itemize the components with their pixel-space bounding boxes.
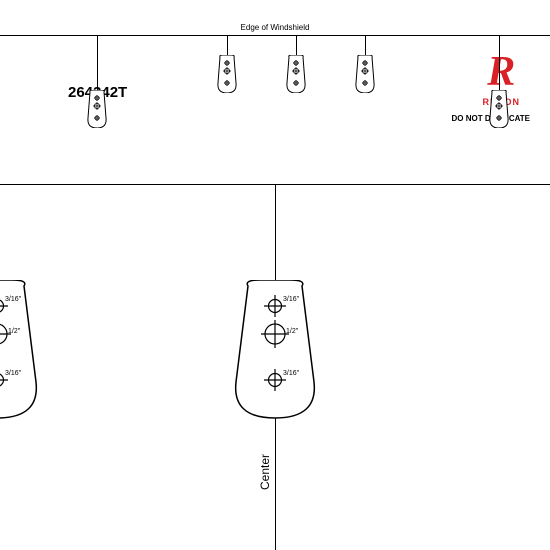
small-pod-5 bbox=[488, 90, 510, 128]
hole-dim-mid: 1/2" bbox=[286, 328, 298, 335]
pod-connector-2 bbox=[227, 35, 228, 57]
hole-dim-bot-l: 3/16" bbox=[5, 370, 21, 377]
detail-pod-center: 3/16" 1/2" 3/16" bbox=[228, 280, 322, 425]
pod-connector-3 bbox=[296, 35, 297, 57]
center-line-dashed bbox=[275, 430, 276, 550]
hole-dim-mid-l: 1/2" bbox=[8, 328, 20, 335]
hole-dim-bot: 3/16" bbox=[283, 370, 299, 377]
logo-initial: R bbox=[482, 54, 520, 92]
pod-connector-1 bbox=[97, 35, 98, 91]
small-pod-4 bbox=[354, 55, 376, 93]
small-pod-1 bbox=[86, 90, 108, 128]
pod-connector-5 bbox=[499, 35, 500, 91]
hole-dim-top-l: 3/16" bbox=[5, 296, 21, 303]
center-label: Center bbox=[258, 454, 272, 490]
small-pod-2 bbox=[216, 55, 238, 93]
small-pod-3 bbox=[285, 55, 307, 93]
detail-pod-left: 3/16" 1/2" 3/16" bbox=[0, 280, 44, 425]
template-strip: Edge of Windshield 264342T R RECON DO NO… bbox=[0, 35, 550, 185]
edge-of-windshield-label: Edge of Windshield bbox=[241, 23, 310, 32]
pod-connector-4 bbox=[365, 35, 366, 57]
hole-dim-top: 3/16" bbox=[283, 296, 299, 303]
